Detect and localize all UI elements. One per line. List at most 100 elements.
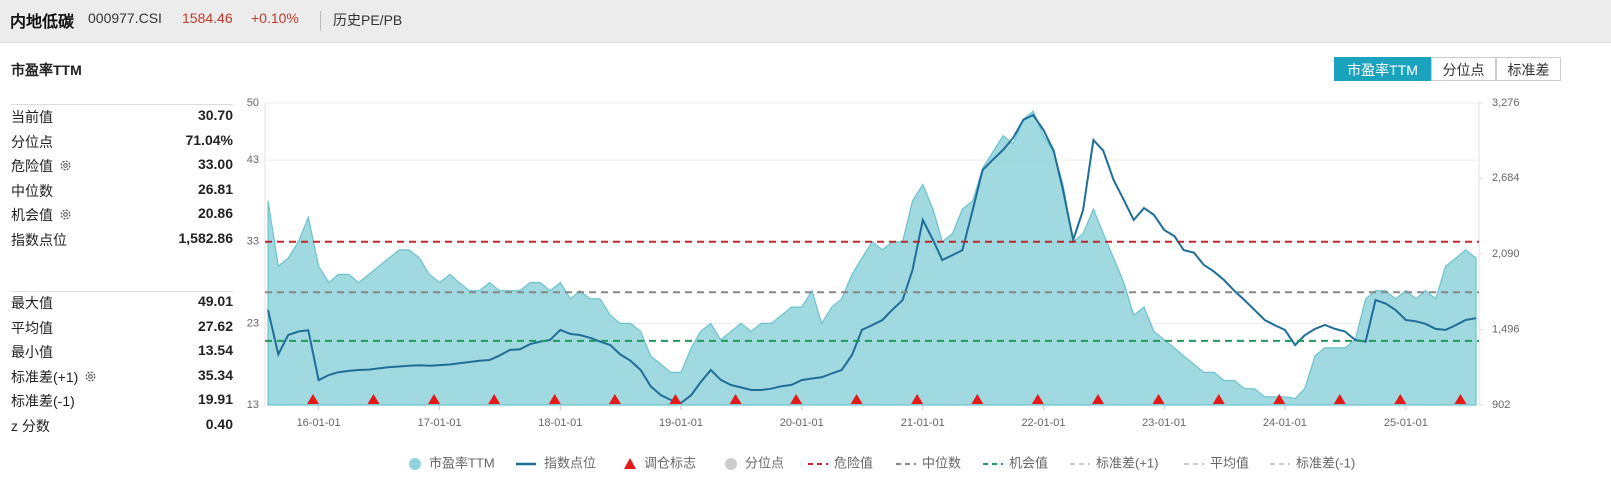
legend-item[interactable]: 分位点 bbox=[725, 455, 784, 470]
legend-item[interactable]: 平均值 bbox=[1184, 455, 1249, 470]
y-tick-label: 13 bbox=[247, 399, 259, 411]
legend-item[interactable]: 调仓标志 bbox=[624, 455, 696, 470]
x-tick-label: 25-01-01 bbox=[1384, 417, 1428, 429]
y2-tick-label: 3,276 bbox=[1492, 97, 1520, 109]
rebalance-marker bbox=[608, 394, 621, 404]
stat-name: 最小值 bbox=[11, 344, 53, 360]
legend-label: 平均值 bbox=[1210, 455, 1249, 470]
rebalance-marker bbox=[1394, 394, 1407, 404]
change: +0.10% bbox=[251, 10, 299, 26]
legend-label: 分位点 bbox=[745, 455, 784, 470]
y-tick-label: 43 bbox=[247, 154, 259, 166]
rebalance-marker bbox=[1273, 394, 1286, 404]
stat-name: 最大值 bbox=[11, 295, 53, 311]
stat-name: 标准差(+1) bbox=[11, 367, 97, 387]
legend-item[interactable]: 危险值 bbox=[808, 455, 873, 470]
legend-label: 标准差(+1) bbox=[1096, 455, 1158, 470]
legend-label: 中位数 bbox=[922, 455, 961, 470]
stat-value: 26.81 bbox=[197, 180, 233, 197]
stat-value: 35.34 bbox=[197, 366, 233, 383]
rebalance-marker bbox=[428, 394, 441, 404]
x-tick-label: 21-01-01 bbox=[901, 417, 945, 429]
stat-row: 平均值 27.62 bbox=[11, 318, 233, 340]
stat-name: 分位点 bbox=[11, 133, 53, 150]
stat-name: z 分数 bbox=[11, 417, 50, 434]
stat-row: 最小值 13.54 bbox=[11, 342, 233, 364]
legend-item[interactable]: 指数点位 bbox=[516, 455, 596, 470]
legend-label: 市盈率TTM bbox=[429, 455, 495, 470]
x-tick-label: 18-01-01 bbox=[538, 417, 582, 429]
stat-row: 指数点位 1,582.86 bbox=[11, 230, 233, 252]
divider bbox=[11, 291, 233, 292]
y2-tick-label: 1,496 bbox=[1492, 323, 1520, 335]
stat-value: 1,582.86 bbox=[178, 229, 234, 246]
rebalance-marker bbox=[367, 394, 380, 404]
stat-value: 30.70 bbox=[197, 107, 233, 123]
stat-value: 71.04% bbox=[185, 131, 233, 148]
gear-icon[interactable] bbox=[53, 158, 72, 174]
stat-name: 指数点位 bbox=[11, 231, 67, 248]
x-tick-label: 19-01-01 bbox=[659, 417, 703, 429]
legend-label: 危险值 bbox=[834, 455, 873, 470]
stat-row: 机会值 20.86 bbox=[11, 205, 233, 227]
stat-name: 机会值 bbox=[11, 205, 72, 225]
x-tick-label: 17-01-01 bbox=[418, 417, 462, 429]
gear-icon[interactable] bbox=[78, 369, 97, 385]
stat-row: 标准差(+1) 35.34 bbox=[11, 367, 233, 389]
y2-tick-label: 902 bbox=[1492, 399, 1510, 411]
pe-area bbox=[267, 110, 1477, 406]
panel-title: 市盈率TTM bbox=[11, 62, 82, 78]
rebalance-marker bbox=[1152, 394, 1165, 404]
stat-name: 危险值 bbox=[11, 156, 72, 176]
rebalance-marker bbox=[669, 394, 682, 404]
x-tick-label: 22-01-01 bbox=[1021, 417, 1065, 429]
legend-label: 调仓标志 bbox=[644, 455, 696, 470]
rebalance-marker bbox=[1454, 394, 1467, 404]
legend-item[interactable]: 标准差(-1) bbox=[1270, 455, 1355, 470]
stat-value: 0.40 bbox=[205, 415, 233, 432]
legend-item[interactable]: 市盈率TTM bbox=[409, 455, 495, 470]
rebalance-marker bbox=[790, 394, 803, 404]
stat-value: 33.00 bbox=[197, 156, 233, 172]
legend-label: 机会值 bbox=[1009, 455, 1048, 470]
index-name: 内地低碳 bbox=[10, 14, 75, 31]
legend-item[interactable]: 标准差(+1) bbox=[1070, 455, 1158, 470]
x-tick-label: 23-01-01 bbox=[1142, 417, 1186, 429]
rebalance-marker bbox=[850, 394, 863, 404]
divider bbox=[11, 104, 233, 105]
stat-name: 当前值 bbox=[11, 109, 53, 125]
tab[interactable]: 历史PE/PB bbox=[333, 12, 403, 28]
y-tick-label: 23 bbox=[247, 317, 259, 329]
plot-frame bbox=[264, 102, 1480, 406]
stat-value: 20.86 bbox=[197, 205, 233, 221]
rebalance-marker bbox=[1212, 394, 1225, 404]
rebalance-marker bbox=[1333, 394, 1346, 404]
rebalance-marker bbox=[306, 394, 319, 404]
stat-value: 19.91 bbox=[197, 391, 233, 407]
stat-row: 分位点 71.04% bbox=[11, 132, 233, 154]
tab-button[interactable]: 标准差 bbox=[1496, 57, 1561, 81]
legend-item[interactable]: 中位数 bbox=[896, 455, 961, 470]
rebalance-marker bbox=[1092, 394, 1105, 404]
rebalance-marker bbox=[548, 394, 561, 404]
rebalance-marker bbox=[1031, 394, 1044, 404]
gear-icon[interactable] bbox=[53, 207, 72, 223]
stat-row: 当前值 30.70 bbox=[11, 107, 233, 129]
y-tick-label: 50 bbox=[247, 97, 259, 109]
rebalance-marker bbox=[729, 394, 742, 404]
y2-tick-label: 2,090 bbox=[1492, 248, 1520, 260]
legend-item[interactable]: 机会值 bbox=[983, 455, 1048, 470]
stat-name: 标准差(-1) bbox=[11, 393, 75, 409]
x-tick-label: 24-01-01 bbox=[1263, 417, 1307, 429]
tab-button[interactable]: 市盈率TTM bbox=[1334, 57, 1431, 81]
tab-button[interactable]: 分位点 bbox=[1431, 57, 1496, 81]
x-tick-label: 20-01-01 bbox=[780, 417, 824, 429]
y-tick-label: 33 bbox=[247, 236, 259, 248]
stat-value: 49.01 bbox=[197, 293, 233, 309]
index-line bbox=[267, 113, 1477, 405]
legend-label: 标准差(-1) bbox=[1296, 455, 1355, 470]
stat-row: 标准差(-1) 19.91 bbox=[11, 391, 233, 413]
stat-name: 中位数 bbox=[11, 182, 53, 199]
price: 1584.46 bbox=[182, 10, 233, 26]
